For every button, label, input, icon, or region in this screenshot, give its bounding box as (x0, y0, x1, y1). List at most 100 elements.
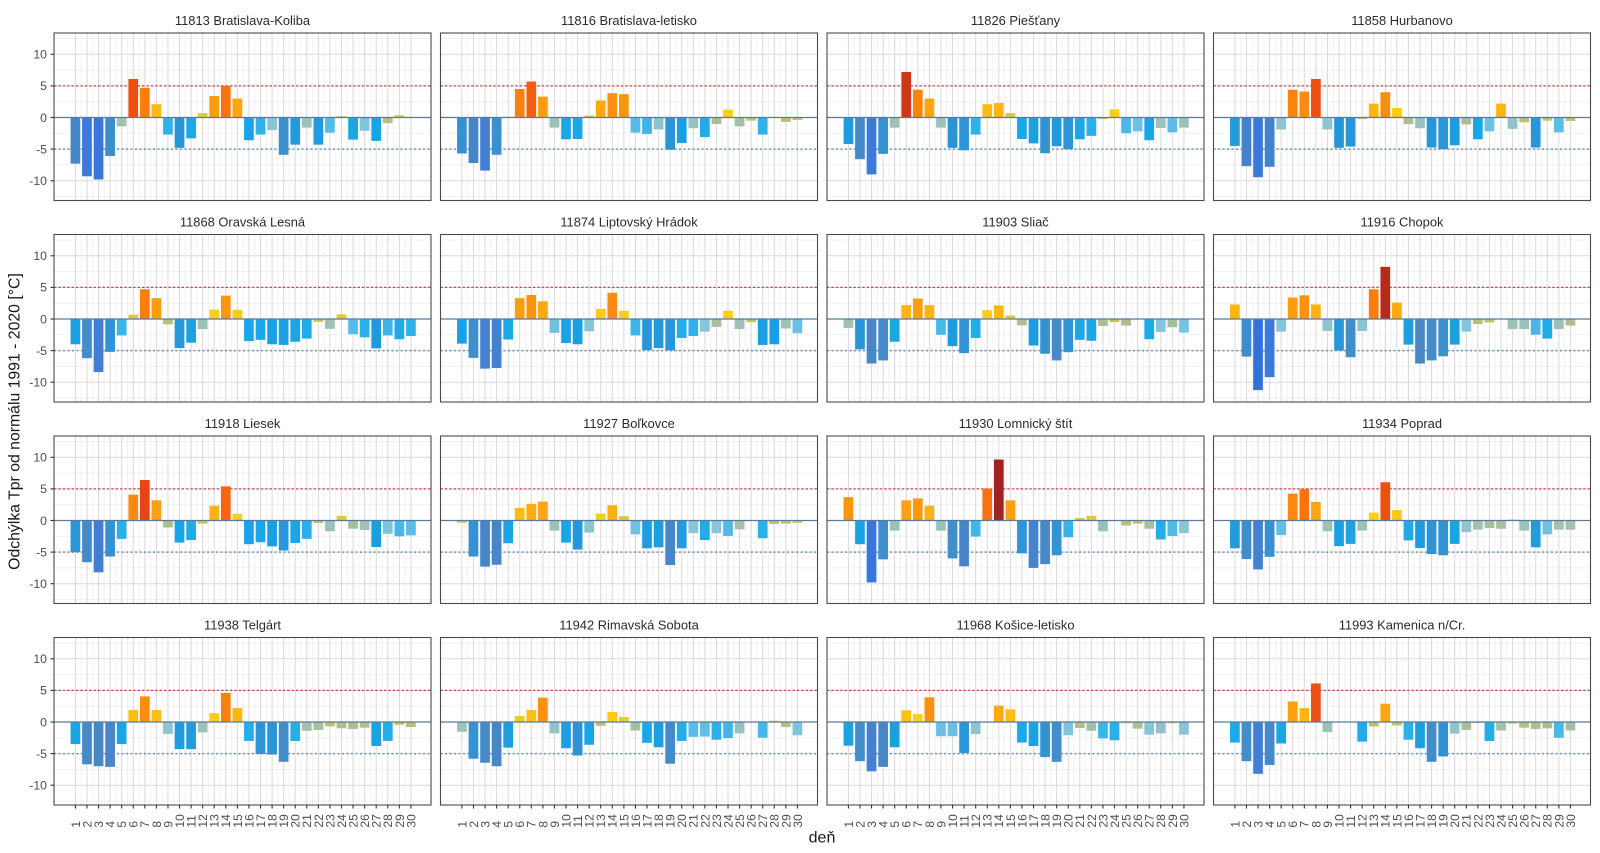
svg-text:3: 3 (865, 821, 879, 828)
svg-text:16: 16 (629, 814, 643, 828)
svg-text:5: 5 (115, 821, 129, 828)
svg-text:6: 6 (900, 821, 914, 828)
svg-text:-10: -10 (29, 577, 47, 591)
svg-text:29: 29 (1552, 814, 1566, 828)
svg-text:17: 17 (1027, 814, 1041, 828)
svg-text:6: 6 (1286, 821, 1300, 828)
svg-text:15: 15 (1004, 814, 1018, 828)
svg-text:25: 25 (346, 814, 360, 828)
svg-text:-10: -10 (29, 376, 47, 390)
svg-text:5: 5 (40, 281, 47, 295)
svg-text:2: 2 (1240, 821, 1254, 828)
svg-text:7: 7 (138, 821, 152, 828)
svg-text:1: 1 (455, 821, 469, 828)
svg-text:28: 28 (1541, 814, 1555, 828)
svg-text:16: 16 (1402, 814, 1416, 828)
svg-text:30: 30 (1564, 814, 1578, 828)
svg-text:10: 10 (173, 814, 187, 828)
svg-text:12: 12 (196, 814, 210, 828)
svg-text:8: 8 (536, 821, 550, 828)
svg-text:20: 20 (289, 814, 303, 828)
svg-text:11903 Sliač: 11903 Sliač (982, 215, 1049, 230)
svg-text:1: 1 (1228, 821, 1242, 828)
svg-text:25: 25 (1506, 814, 1520, 828)
svg-text:5: 5 (40, 79, 47, 93)
svg-text:20: 20 (675, 814, 689, 828)
svg-text:7: 7 (525, 821, 539, 828)
svg-text:23: 23 (710, 814, 724, 828)
svg-text:12: 12 (1356, 814, 1370, 828)
svg-text:10: 10 (946, 814, 960, 828)
svg-text:19: 19 (1050, 814, 1064, 828)
svg-text:-5: -5 (36, 344, 47, 358)
svg-text:24: 24 (721, 814, 735, 828)
svg-text:20: 20 (1062, 814, 1076, 828)
svg-text:11858 Hurbanovo: 11858 Hurbanovo (1351, 13, 1453, 28)
svg-text:4: 4 (877, 821, 891, 828)
svg-text:11874 Liptovský Hrádok: 11874 Liptovský Hrádok (560, 215, 698, 230)
svg-text:5: 5 (1275, 821, 1289, 828)
svg-text:-10: -10 (29, 174, 47, 188)
svg-text:12: 12 (583, 814, 597, 828)
svg-text:0: 0 (40, 312, 47, 326)
svg-text:11938 Telgárt: 11938 Telgárt (204, 618, 281, 633)
svg-text:5: 5 (502, 821, 516, 828)
svg-text:13: 13 (981, 814, 995, 828)
svg-text:26: 26 (745, 814, 759, 828)
svg-text:13: 13 (208, 814, 222, 828)
svg-text:3: 3 (1251, 821, 1265, 828)
svg-text:23: 23 (1096, 814, 1110, 828)
svg-text:27: 27 (370, 814, 384, 828)
svg-text:11: 11 (571, 815, 585, 828)
svg-text:24: 24 (1494, 814, 1508, 828)
svg-text:2: 2 (467, 821, 481, 828)
svg-text:12: 12 (969, 814, 983, 828)
svg-text:4: 4 (490, 821, 504, 828)
svg-text:21: 21 (300, 814, 314, 828)
svg-text:8: 8 (150, 821, 164, 828)
svg-text:11916 Chopok: 11916 Chopok (1361, 215, 1444, 230)
svg-text:11927 Boľkovce: 11927 Boľkovce (583, 416, 675, 431)
svg-text:30: 30 (791, 814, 805, 828)
svg-text:18: 18 (265, 814, 279, 828)
svg-text:11816 Bratislava-letisko: 11816 Bratislava-letisko (561, 13, 697, 28)
svg-text:16: 16 (242, 814, 256, 828)
svg-text:18: 18 (1038, 814, 1052, 828)
svg-text:5: 5 (888, 821, 902, 828)
svg-text:9: 9 (548, 821, 562, 828)
svg-text:17: 17 (1413, 814, 1427, 828)
svg-text:14: 14 (219, 814, 233, 828)
svg-text:9: 9 (1321, 821, 1335, 828)
svg-text:13: 13 (594, 814, 608, 828)
svg-text:25: 25 (1119, 814, 1133, 828)
svg-text:17: 17 (640, 814, 654, 828)
svg-text:6: 6 (513, 821, 527, 828)
svg-text:10: 10 (33, 249, 47, 263)
svg-text:23: 23 (1483, 814, 1497, 828)
svg-text:29: 29 (1166, 814, 1180, 828)
svg-text:10: 10 (559, 814, 573, 828)
svg-text:30: 30 (404, 814, 418, 828)
svg-text:6: 6 (127, 821, 141, 828)
svg-text:10: 10 (1332, 814, 1346, 828)
svg-text:4: 4 (104, 821, 118, 828)
svg-text:11934 Poprad: 11934 Poprad (1362, 416, 1442, 431)
svg-text:3: 3 (92, 821, 106, 828)
svg-text:19: 19 (1437, 814, 1451, 828)
svg-text:9: 9 (161, 821, 175, 828)
svg-text:-10: -10 (29, 779, 47, 793)
svg-text:11942 Rimavská Sobota: 11942 Rimavská Sobota (559, 618, 699, 633)
svg-text:0: 0 (40, 111, 47, 125)
svg-text:-5: -5 (36, 142, 47, 156)
svg-text:18: 18 (1425, 814, 1439, 828)
svg-text:27: 27 (1143, 814, 1157, 828)
svg-text:3: 3 (478, 821, 492, 828)
svg-text:17: 17 (254, 814, 268, 828)
svg-text:21: 21 (687, 814, 701, 828)
svg-text:22: 22 (312, 814, 326, 828)
svg-text:29: 29 (779, 814, 793, 828)
svg-text:-5: -5 (36, 747, 47, 761)
svg-text:25: 25 (733, 814, 747, 828)
svg-text:26: 26 (1518, 814, 1532, 828)
svg-text:21: 21 (1460, 814, 1474, 828)
